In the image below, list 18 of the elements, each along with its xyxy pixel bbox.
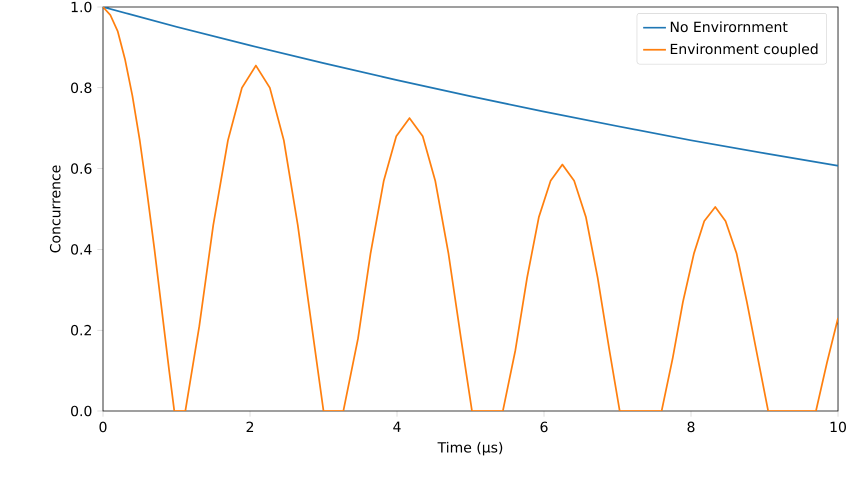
y-tick-label: 0.8 bbox=[71, 82, 92, 94]
y-tick-label: 1.0 bbox=[72, 2, 92, 12]
x-tick-label: 4 bbox=[393, 422, 401, 432]
y-axis-title: Concurrence bbox=[50, 165, 61, 252]
line-series bbox=[103, 6, 838, 411]
y-tick-label: 0.2 bbox=[71, 324, 91, 336]
y-tick-label: 0.0 bbox=[71, 406, 92, 416]
x-tick-label: 10 bbox=[830, 422, 846, 432]
legend-label: No Envirornment bbox=[670, 21, 788, 32]
x-tick-label: 0 bbox=[99, 422, 107, 432]
x-tick-label: 6 bbox=[540, 422, 548, 432]
line-series bbox=[103, 6, 838, 167]
y-tick-label: 0.6 bbox=[71, 163, 92, 174]
x-axis-title: Time (μs) bbox=[438, 442, 502, 456]
x-tick-label: 8 bbox=[687, 422, 695, 432]
y-tick-label: 0.4 bbox=[71, 244, 92, 255]
x-tick-label: 2 bbox=[246, 422, 254, 432]
legend-label: Environment coupled bbox=[670, 43, 818, 57]
